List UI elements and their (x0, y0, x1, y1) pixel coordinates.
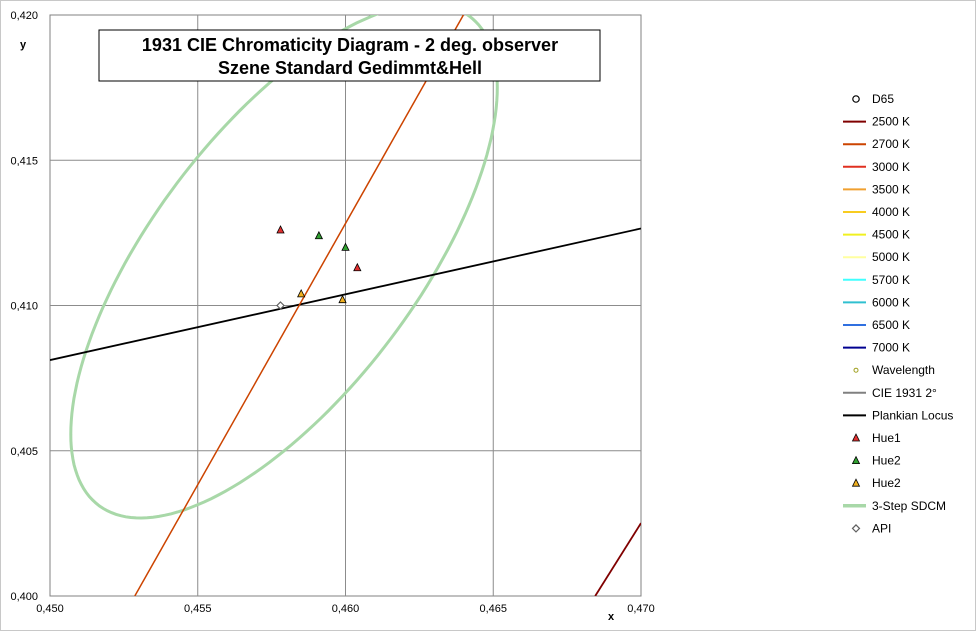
legend-label: 3000 K (872, 160, 910, 174)
hue2-point (341, 242, 350, 251)
x-tick-label: 0,465 (479, 603, 507, 615)
legend-label: Hue1 (872, 431, 901, 445)
y-tick-label: 0,405 (10, 446, 38, 458)
chart-title: 1931 CIE Chromaticity Diagram - 2 deg. o… (142, 35, 558, 55)
legend-item: 2700 K (843, 137, 910, 151)
hue2-point (338, 294, 347, 304)
legend-swatch (852, 95, 860, 103)
legend-label: Hue2 (872, 454, 901, 468)
legend-label: 3-Step SDCM (872, 499, 946, 513)
legend-item: 5700 K (843, 273, 910, 287)
legend-item: Hue1 (851, 431, 901, 445)
legend-item: Hue2 (851, 454, 901, 468)
hue2-point (297, 288, 306, 298)
x-tick-label: 0,455 (184, 603, 212, 615)
legend-label: API (872, 521, 891, 535)
y-axis-label: y (20, 39, 27, 51)
legend-item: Plankian Locus (843, 408, 953, 422)
legend-item: API (851, 521, 891, 535)
legend-label: 5700 K (872, 273, 910, 287)
y-tick-label: 0,400 (10, 591, 38, 603)
x-axis-label: x (608, 611, 615, 623)
legend-item: 4000 K (843, 205, 910, 219)
api-point (276, 301, 285, 310)
legend-item: 6000 K (843, 295, 910, 309)
grid (50, 15, 641, 596)
legend-label: 4500 K (872, 228, 910, 242)
legend-label: Plankian Locus (872, 408, 953, 422)
x-tick-label: 0,450 (36, 603, 64, 615)
legend-swatch (851, 433, 861, 442)
x-tick-label: 0,460 (332, 603, 360, 615)
y-tick-label: 0,410 (10, 301, 38, 313)
x-tick-labels: 0,450 0,455 0,460 0,465 0,470 (36, 603, 655, 615)
legend-swatch (851, 524, 861, 533)
legend-label: 6000 K (872, 295, 910, 309)
legend-label: CIE 1931 2° (872, 386, 937, 400)
y-tick-labels: 0,400 0,405 0,410 0,415 0,420 (10, 10, 38, 603)
legend-item: Wavelength (853, 363, 935, 377)
legend-swatch (853, 367, 859, 373)
y-tick-label: 0,415 (10, 155, 38, 167)
legend-label: 2700 K (872, 137, 910, 151)
legend-swatch (851, 478, 861, 487)
legend-item: CIE 1931 2° (843, 386, 937, 400)
legend-label: 5000 K (872, 250, 910, 264)
legend-label: 2500 K (872, 115, 910, 129)
legend-label: 3500 K (872, 182, 910, 196)
marker-layer (276, 225, 362, 310)
2700-k-line (134, 15, 465, 596)
legend-label: 6500 K (872, 318, 910, 332)
legend-label: 4000 K (872, 205, 910, 219)
legend-item: 5000 K (843, 250, 910, 264)
chart-subtitle: Szene Standard Gedimmt&Hell (218, 58, 482, 78)
legend-item: 6500 K (843, 318, 910, 332)
legend: D65 2500 K 2700 K 3000 K 3500 K 4000 K 4500 K 5… (843, 92, 953, 535)
hue1-point (353, 262, 362, 272)
y-tick-label: 0,420 (10, 10, 38, 22)
hue2-point (314, 230, 324, 240)
hue1-point (276, 225, 285, 234)
x-tick-label: 0,470 (627, 603, 655, 615)
legend-item: 3000 K (843, 160, 910, 174)
2500-k-line (594, 522, 641, 596)
legend-item: 7000 K (843, 341, 910, 355)
legend-item: 3500 K (843, 182, 910, 196)
chart-title-box: 1931 CIE Chromaticity Diagram - 2 deg. o… (98, 29, 601, 82)
legend-item: 3-Step SDCM (843, 499, 946, 513)
legend-label: Hue2 (872, 476, 901, 490)
legend-item: Hue2 (851, 476, 901, 490)
title-box (98, 29, 601, 82)
legend-label: D65 (872, 92, 894, 106)
legend-item: 4500 K (843, 228, 910, 242)
legend-label: Wavelength (872, 363, 935, 377)
legend-label: 7000 K (872, 341, 910, 355)
legend-item: 2500 K (843, 115, 910, 129)
plankian-locus-line (50, 227, 641, 361)
legend-item: D65 (852, 92, 894, 106)
legend-swatch (851, 455, 861, 465)
